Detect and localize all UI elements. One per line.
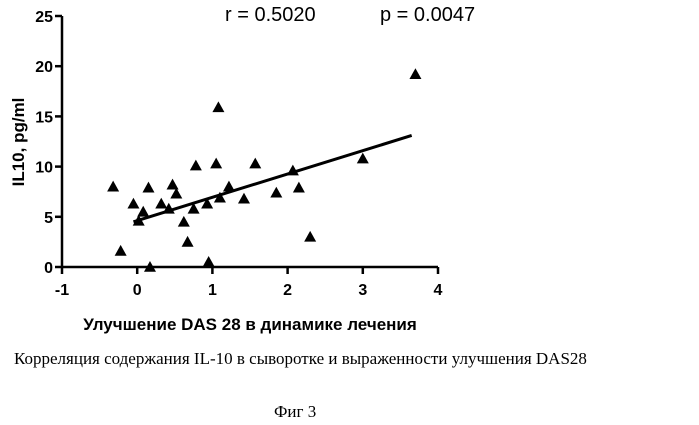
- data-point: [223, 181, 235, 192]
- x-tick-label: -1: [55, 282, 69, 299]
- data-point: [182, 236, 194, 247]
- x-tick-label: 0: [133, 282, 142, 299]
- x-tick-label: 2: [283, 282, 292, 299]
- data-point: [212, 101, 224, 112]
- data-point: [238, 193, 250, 204]
- data-point: [115, 245, 127, 256]
- p-value: p = 0.0047: [380, 4, 475, 27]
- x-tick-label: 1: [208, 282, 217, 299]
- x-axis-label: Улучшение DAS 28 в динамике лечения: [83, 315, 417, 334]
- data-point: [127, 198, 139, 209]
- data-point: [210, 158, 222, 169]
- x-axis: -1 0 1 2 3 4: [55, 267, 443, 299]
- data-point: [203, 256, 215, 267]
- data-point: [409, 68, 421, 79]
- correlation-coefficient: r = 0.5020: [225, 4, 316, 27]
- data-point: [190, 160, 202, 171]
- data-point: [142, 182, 154, 193]
- figure-label: Фиг 3: [274, 402, 316, 422]
- x-tick-label: 4: [434, 282, 443, 299]
- data-point: [167, 179, 179, 190]
- scatter-chart: 0510152025 -101234 IL10, pg/ml Улучшение…: [0, 0, 699, 340]
- y-tick-label: 20: [35, 59, 53, 76]
- regression-line: [133, 135, 411, 221]
- y-tick-label: 15: [35, 109, 53, 126]
- data-point: [137, 206, 149, 217]
- y-tick-label: 0: [44, 260, 53, 277]
- x-tick-label: 3: [358, 282, 367, 299]
- data-point: [270, 187, 282, 198]
- figure-caption: Корреляция содержания IL-10 в сыворотке …: [14, 346, 690, 372]
- y-axis: 0 5 10 15 20 25: [35, 9, 62, 277]
- data-point: [249, 158, 261, 169]
- data-point: [357, 153, 369, 164]
- data-point: [107, 181, 119, 192]
- data-point: [293, 182, 305, 193]
- data-point: [304, 231, 316, 242]
- data-point: [155, 198, 167, 209]
- y-axis-label: IL10, pg/ml: [9, 98, 28, 187]
- y-tick-label: 5: [44, 210, 53, 227]
- data-point: [178, 216, 190, 227]
- y-tick-label: 10: [35, 160, 53, 177]
- y-tick-label: 25: [35, 9, 53, 26]
